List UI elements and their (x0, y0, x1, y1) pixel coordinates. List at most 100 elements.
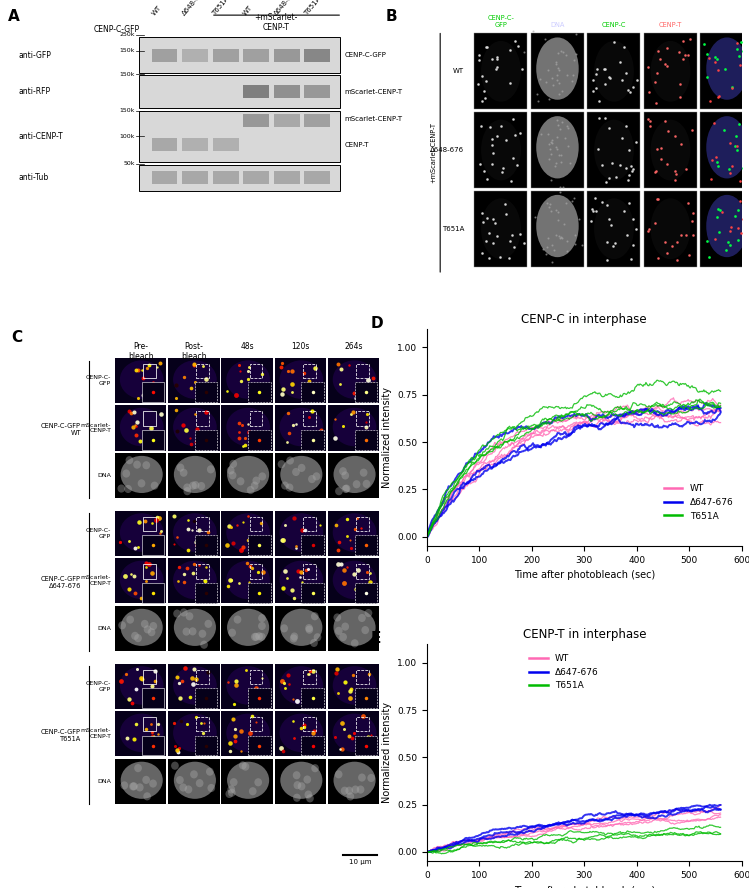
Bar (243, 85, 269, 99)
Bar (248, 535, 270, 555)
Ellipse shape (351, 639, 359, 647)
Ellipse shape (651, 198, 691, 259)
Ellipse shape (335, 488, 343, 496)
Text: +mScarlet-CENP-T: +mScarlet-CENP-T (431, 123, 437, 183)
Bar (182, 49, 208, 61)
Bar (301, 735, 324, 756)
Bar (301, 383, 324, 402)
Ellipse shape (228, 789, 236, 797)
Text: 100k: 100k (119, 134, 135, 139)
Text: 150k: 150k (119, 72, 135, 76)
Bar (700, 34, 749, 109)
Ellipse shape (131, 631, 139, 640)
Ellipse shape (121, 781, 128, 789)
Ellipse shape (226, 560, 270, 599)
Bar (249, 670, 262, 684)
Ellipse shape (308, 475, 316, 483)
Ellipse shape (134, 764, 142, 773)
Text: 150k: 150k (119, 108, 135, 113)
Ellipse shape (180, 608, 188, 616)
Bar (356, 364, 369, 378)
Text: mScarlet-
CENP-T: mScarlet- CENP-T (81, 728, 111, 739)
Ellipse shape (121, 609, 163, 646)
Ellipse shape (293, 794, 301, 802)
Text: T651A: T651A (442, 226, 464, 232)
Ellipse shape (481, 198, 521, 259)
Text: anti-Tub: anti-Tub (19, 173, 49, 182)
Bar (303, 564, 316, 579)
Bar (700, 191, 749, 266)
Bar (142, 688, 164, 708)
Bar (169, 559, 219, 604)
Bar (328, 358, 379, 403)
Ellipse shape (148, 628, 155, 637)
Ellipse shape (367, 774, 375, 782)
Bar (169, 453, 219, 498)
Bar (139, 75, 340, 108)
Ellipse shape (335, 770, 342, 779)
Bar (222, 511, 273, 556)
Text: WT: WT (453, 68, 464, 75)
Ellipse shape (311, 612, 318, 621)
Bar (356, 670, 369, 684)
Ellipse shape (293, 771, 300, 780)
Bar (139, 165, 340, 191)
Ellipse shape (142, 776, 150, 784)
Text: +mScarlet-
CENP-T: +mScarlet- CENP-T (254, 13, 297, 32)
Bar (196, 517, 209, 531)
Bar (275, 453, 326, 498)
Bar (304, 85, 330, 99)
Ellipse shape (706, 194, 748, 258)
Text: 250k: 250k (119, 32, 135, 37)
X-axis label: Time after photobleach (sec): Time after photobleach (sec) (514, 885, 655, 888)
Ellipse shape (594, 198, 634, 259)
Ellipse shape (333, 666, 376, 705)
Text: mScarlet-CENP-T: mScarlet-CENP-T (345, 89, 403, 95)
Text: anti-RFP: anti-RFP (19, 87, 51, 96)
Text: DNA: DNA (551, 22, 565, 28)
Bar (169, 663, 219, 709)
Bar (354, 583, 377, 603)
Bar (304, 171, 330, 184)
Ellipse shape (120, 408, 163, 447)
Ellipse shape (342, 472, 349, 480)
Ellipse shape (130, 782, 138, 790)
Ellipse shape (189, 627, 196, 636)
Bar (222, 606, 273, 651)
Bar (303, 670, 316, 684)
Text: Pre-
bleach: Pre- bleach (128, 342, 154, 361)
Ellipse shape (335, 627, 342, 635)
Bar (328, 453, 379, 498)
Ellipse shape (351, 786, 360, 794)
Ellipse shape (360, 469, 368, 477)
Ellipse shape (228, 785, 235, 794)
Bar (196, 564, 209, 579)
Bar (213, 138, 239, 151)
Bar (354, 430, 377, 449)
Ellipse shape (186, 612, 193, 621)
Bar (354, 383, 377, 402)
Bar (182, 138, 208, 151)
Ellipse shape (290, 634, 297, 643)
Bar (304, 49, 330, 61)
Ellipse shape (183, 628, 190, 636)
Ellipse shape (310, 638, 318, 647)
Ellipse shape (195, 779, 204, 788)
Ellipse shape (242, 763, 249, 771)
Ellipse shape (365, 609, 372, 617)
Bar (142, 430, 164, 449)
Ellipse shape (173, 361, 216, 399)
Ellipse shape (138, 480, 145, 488)
Bar (142, 383, 164, 402)
Ellipse shape (280, 456, 322, 493)
Ellipse shape (150, 622, 157, 630)
Text: 264s: 264s (345, 342, 363, 351)
Bar (328, 511, 379, 556)
Bar (195, 430, 217, 449)
Bar (301, 535, 324, 555)
Text: 150k: 150k (119, 49, 135, 53)
Bar (195, 383, 217, 402)
Ellipse shape (171, 762, 179, 770)
Ellipse shape (126, 456, 133, 464)
Ellipse shape (706, 116, 748, 178)
